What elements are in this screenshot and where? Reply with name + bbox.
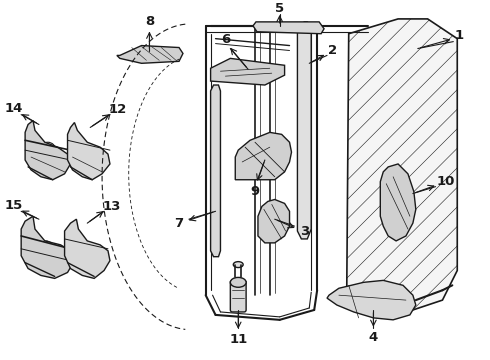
Text: 12: 12: [109, 103, 127, 116]
Polygon shape: [380, 164, 416, 241]
Text: 6: 6: [221, 33, 230, 46]
Polygon shape: [253, 22, 324, 34]
Ellipse shape: [230, 278, 246, 287]
Polygon shape: [347, 19, 457, 315]
Text: 11: 11: [229, 333, 247, 346]
Polygon shape: [117, 46, 183, 63]
Polygon shape: [25, 121, 71, 180]
Polygon shape: [235, 132, 292, 180]
FancyBboxPatch shape: [230, 280, 246, 312]
Text: 15: 15: [4, 199, 23, 212]
Polygon shape: [211, 85, 220, 257]
Text: 9: 9: [250, 185, 260, 198]
Text: 3: 3: [300, 225, 309, 238]
Text: 8: 8: [145, 15, 154, 28]
Text: 7: 7: [174, 217, 184, 230]
Text: 14: 14: [4, 102, 23, 115]
Text: 13: 13: [103, 200, 121, 213]
Ellipse shape: [233, 262, 243, 267]
Text: 2: 2: [328, 44, 338, 57]
Text: 4: 4: [369, 331, 378, 344]
Polygon shape: [258, 199, 290, 243]
Text: 10: 10: [436, 175, 455, 188]
Polygon shape: [21, 216, 74, 278]
Polygon shape: [65, 219, 110, 278]
Text: 5: 5: [275, 1, 284, 14]
Polygon shape: [297, 22, 311, 239]
Polygon shape: [68, 122, 110, 180]
Polygon shape: [211, 58, 285, 85]
Polygon shape: [327, 280, 416, 320]
Text: 1: 1: [455, 29, 464, 42]
